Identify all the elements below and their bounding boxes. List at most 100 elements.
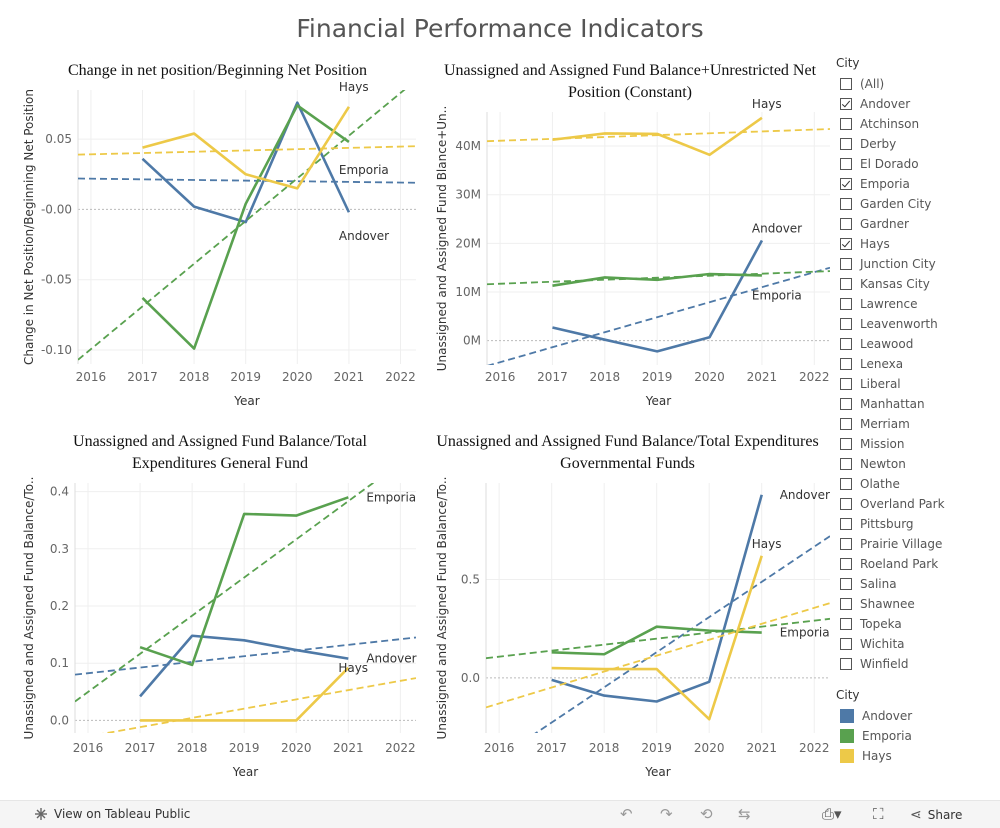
filter-checkbox[interactable] [840, 358, 852, 370]
filter-item[interactable]: Lenexa [836, 354, 996, 374]
series-line-andover [552, 239, 764, 353]
filter-item-label: Emporia [860, 177, 910, 191]
filter-item[interactable]: El Dorado [836, 154, 996, 174]
y-tick-label: 10M [455, 285, 481, 299]
filter-checkbox[interactable] [840, 498, 852, 510]
filter-item[interactable]: Manhattan [836, 394, 996, 414]
filter-item[interactable]: Mission [836, 434, 996, 454]
filter-checkbox[interactable] [840, 638, 852, 650]
filter-item[interactable]: Gardner [836, 214, 996, 234]
x-tick-label: 2021 [746, 741, 777, 755]
filter-item[interactable]: Kansas City [836, 274, 996, 294]
y-tick-label: 0.0 [50, 713, 69, 727]
filter-checkbox[interactable] [840, 658, 852, 670]
refresh-icon[interactable]: ⇆ [738, 805, 751, 823]
filter-item[interactable]: Liberal [836, 374, 996, 394]
filter-title: City [836, 56, 860, 70]
series-line-emporia [552, 272, 762, 287]
filter-item[interactable]: Hays [836, 234, 996, 254]
filter-item-label: Garden City [860, 197, 932, 211]
plot-area [75, 483, 416, 733]
filter-item[interactable]: Derby [836, 134, 996, 154]
series-line-hays [552, 116, 763, 157]
x-tick-label: 2016 [484, 741, 515, 755]
filter-checkbox[interactable] [840, 618, 852, 630]
filter-item[interactable]: Leawood [836, 334, 996, 354]
filter-item[interactable]: Salina [836, 574, 996, 594]
filter-checkbox[interactable] [840, 78, 852, 90]
x-tick-label: 2019 [641, 741, 672, 755]
legend-swatch [840, 749, 854, 763]
filter-checkbox[interactable] [840, 458, 852, 470]
chart-title-1: Change in net position/Beginning Net Pos… [67, 62, 368, 79]
series-line-emporia [141, 104, 350, 350]
x-tick-label: 2018 [589, 741, 620, 755]
filter-checkbox[interactable] [840, 178, 852, 190]
filter-item[interactable]: Roeland Park [836, 554, 996, 574]
fullscreen-icon[interactable]: ⛶ [873, 805, 884, 823]
filter-item[interactable]: Garden City [836, 194, 996, 214]
legend-item[interactable]: Hays [836, 746, 996, 766]
filter-item-label: Winfield [860, 657, 909, 671]
filter-item-label: Mission [860, 437, 905, 451]
revert-icon[interactable]: ⟲ [700, 805, 713, 823]
filter-item[interactable]: Shawnee [836, 594, 996, 614]
filter-item[interactable]: Winfield [836, 654, 996, 674]
filter-item[interactable]: Andover [836, 94, 996, 114]
filter-checkbox[interactable] [840, 538, 852, 550]
filter-item[interactable]: (All) [836, 74, 996, 94]
filter-checkbox[interactable] [840, 298, 852, 310]
filter-checkbox[interactable] [840, 598, 852, 610]
filter-checkbox[interactable] [840, 578, 852, 590]
legend-item[interactable]: Emporia [836, 726, 996, 746]
filter-checkbox[interactable] [840, 478, 852, 490]
trend-line-andover [534, 535, 830, 733]
filter-item[interactable]: Overland Park [836, 494, 996, 514]
filter-checkbox[interactable] [840, 318, 852, 330]
view-on-tableau-link[interactable]: View on Tableau Public [34, 807, 190, 821]
y-tick-label: 0.3 [50, 542, 69, 556]
filter-item[interactable]: Lawrence [836, 294, 996, 314]
filter-item[interactable]: Topeka [836, 614, 996, 634]
filter-checkbox[interactable] [840, 158, 852, 170]
filter-checkbox[interactable] [840, 118, 852, 130]
series-end-label: Emporia [752, 288, 802, 302]
legend-item[interactable]: Andover [836, 706, 996, 726]
filter-item-label: Newton [860, 457, 906, 471]
x-tick-label: 2018 [177, 741, 208, 755]
download-icon[interactable]: ⎙▾ [822, 805, 842, 823]
filter-checkbox[interactable] [840, 138, 852, 150]
redo-icon[interactable]: ↷ [660, 805, 673, 823]
filter-checkbox[interactable] [840, 398, 852, 410]
filter-checkbox[interactable] [840, 278, 852, 290]
filter-item-label: Pittsburg [860, 517, 914, 531]
filter-item[interactable]: Prairie Village [836, 534, 996, 554]
filter-checkbox[interactable] [840, 198, 852, 210]
filter-checkbox[interactable] [840, 438, 852, 450]
filter-checkbox[interactable] [840, 418, 852, 430]
filter-checkbox[interactable] [840, 558, 852, 570]
filter-item[interactable]: Junction City [836, 254, 996, 274]
filter-item[interactable]: Atchinson [836, 114, 996, 134]
tableau-toolbar: View on Tableau Public ↶ ↷ ⟲ ⇆ ⎙▾ ⛶ ⋖ Sh… [0, 800, 1000, 828]
filter-checkbox[interactable] [840, 258, 852, 270]
filter-checkbox[interactable] [840, 98, 852, 110]
filter-checkbox[interactable] [840, 338, 852, 350]
filter-item[interactable]: Merriam [836, 414, 996, 434]
x-tick-label: 2017 [127, 370, 158, 384]
filter-checkbox[interactable] [840, 238, 852, 250]
filter-item[interactable]: Leavenworth [836, 314, 996, 334]
filter-checkbox[interactable] [840, 518, 852, 530]
undo-icon[interactable]: ↶ [620, 805, 633, 823]
filter-item[interactable]: Wichita [836, 634, 996, 654]
plot-area [487, 116, 830, 365]
filter-item[interactable]: Newton [836, 454, 996, 474]
filter-item[interactable]: Pittsburg [836, 514, 996, 534]
share-button[interactable]: ⋖ Share [910, 807, 962, 823]
filter-item[interactable]: Emporia [836, 174, 996, 194]
x-axis-title: Year [645, 394, 671, 408]
trend-line-andover [78, 177, 416, 184]
filter-checkbox[interactable] [840, 378, 852, 390]
filter-item[interactable]: Olathe [836, 474, 996, 494]
filter-checkbox[interactable] [840, 218, 852, 230]
